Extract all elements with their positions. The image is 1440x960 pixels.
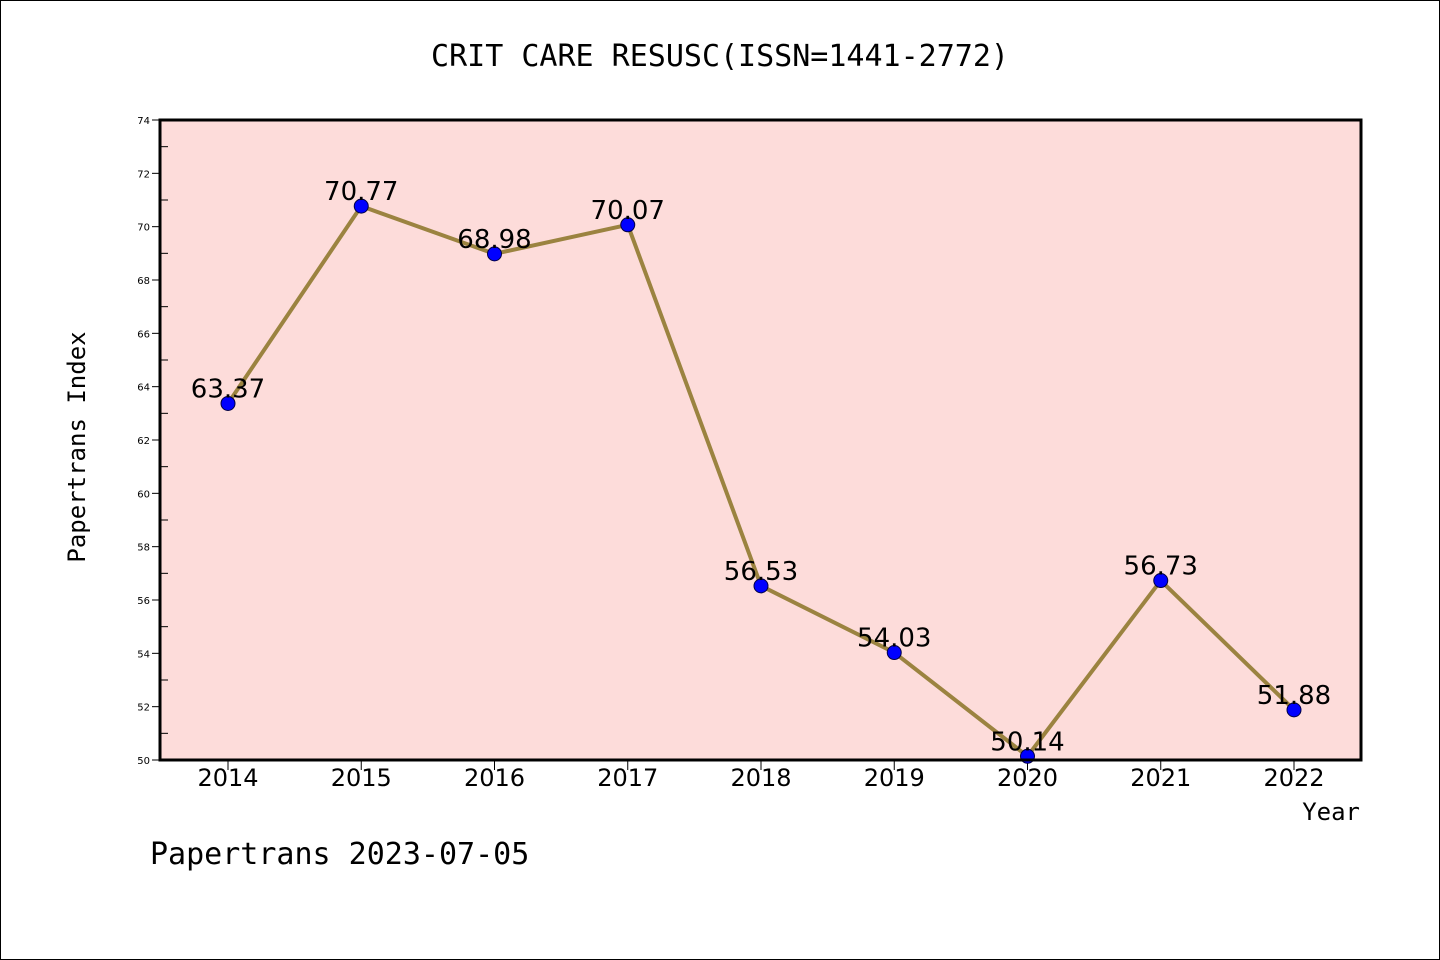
data-point <box>620 217 636 233</box>
y-tick-label: 68 <box>137 276 150 287</box>
data-label: 56.53 <box>724 557 798 587</box>
data-label: 63.37 <box>191 374 265 404</box>
data-point <box>220 395 236 411</box>
data-label: 54.03 <box>857 624 931 654</box>
y-tick-label: 66 <box>137 329 150 340</box>
x-tick-label: 2021 <box>1130 764 1191 792</box>
data-labels: 63.37 70.77 68.98 70.07 56.53 54.03 50.14 56.73… <box>191 177 1331 757</box>
y-axis-ticks: 50 52 54 56 58 60 62 64 66 68 70 72 74 <box>137 116 168 767</box>
data-series <box>220 198 1302 764</box>
data-label: 68.98 <box>457 225 531 255</box>
data-point <box>1286 702 1302 718</box>
data-label: 51.88 <box>1257 681 1331 711</box>
x-axis-label: Year <box>1302 798 1360 826</box>
data-label: 56.73 <box>1124 552 1198 582</box>
x-tick-label: 2022 <box>1263 764 1324 792</box>
x-tick-label: 2017 <box>597 764 658 792</box>
y-tick-label: 50 <box>137 756 150 767</box>
data-point <box>886 645 902 661</box>
data-point <box>487 246 502 262</box>
data-label: 70.07 <box>591 196 665 226</box>
x-tick-label: 2020 <box>997 764 1058 792</box>
data-point <box>753 578 769 594</box>
data-label: 50.14 <box>990 727 1064 757</box>
x-tick-label: 2018 <box>730 764 791 792</box>
plot-border <box>158 118 1363 762</box>
y-tick-label: 72 <box>137 169 150 180</box>
chart-title: CRIT CARE RESUSC(ISSN=1441-2772) <box>431 39 1009 74</box>
y-tick-label: 74 <box>137 116 150 127</box>
plot-area <box>160 120 1361 760</box>
y-tick-label: 70 <box>137 223 150 234</box>
x-tick-label: 2016 <box>464 764 525 792</box>
data-point <box>1153 573 1169 589</box>
y-axis-label: Papertrans Index <box>63 331 91 562</box>
data-label: 70.77 <box>324 177 398 207</box>
y-tick-label: 56 <box>137 596 150 607</box>
data-point <box>353 198 369 214</box>
x-tick-label: 2019 <box>864 764 925 792</box>
footer-text: Papertrans 2023-07-05 <box>150 837 529 872</box>
x-tick-label: 2014 <box>197 764 258 792</box>
x-tick-label: 2015 <box>331 764 392 792</box>
y-tick-label: 62 <box>137 436 150 447</box>
y-tick-label: 64 <box>137 383 150 394</box>
y-tick-label: 58 <box>137 543 150 554</box>
y-tick-label: 52 <box>137 703 150 714</box>
x-axis-ticks: 2014 2015 2016 2017 2018 2019 2020 2021 2022 <box>197 760 1325 792</box>
y-tick-label: 60 <box>137 489 150 500</box>
y-tick-label: 54 <box>137 649 150 660</box>
